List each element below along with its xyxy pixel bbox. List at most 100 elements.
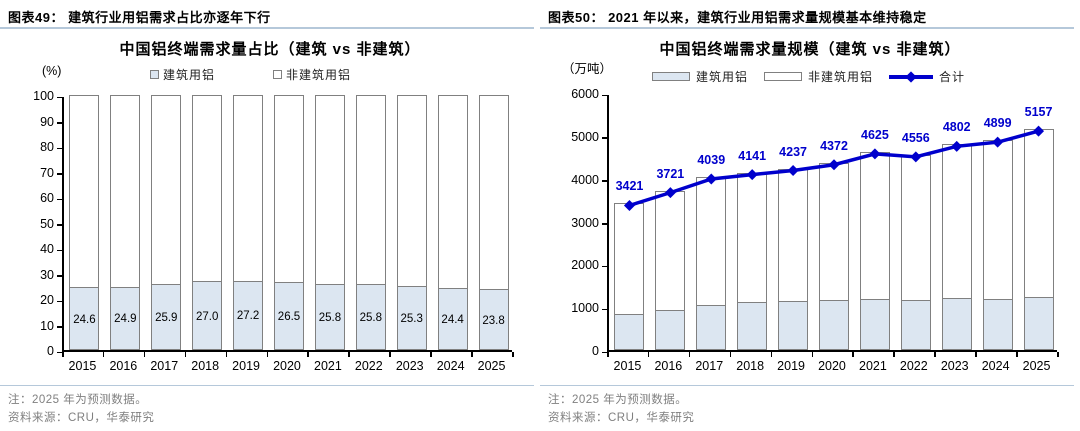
- y-tick-mark: [602, 308, 607, 311]
- bar-construction: [314, 284, 345, 350]
- x-axis-year-label: 2019: [777, 359, 805, 373]
- bar-value-label: 24.9: [114, 313, 137, 326]
- x-tick-mark: [729, 352, 732, 357]
- y-axis-unit-label: （万吨）: [562, 62, 613, 76]
- x-tick-mark: [266, 352, 269, 357]
- y-tick-label: 30: [40, 267, 54, 282]
- x-axis-year-label: 2020: [818, 359, 846, 373]
- y-tick-mark: [602, 94, 607, 96]
- x-axis-year-label: 2016: [654, 359, 683, 373]
- figure-50-chart-title: 中国铝终端需求量规模（建筑 vs 非建筑）: [659, 41, 961, 58]
- bar-construction: [859, 298, 890, 350]
- bar-construction: [437, 287, 468, 350]
- x-tick-mark: [307, 352, 309, 357]
- diamond-marker-icon: [910, 151, 922, 163]
- x-tick-mark: [688, 352, 691, 357]
- bar-construction: [192, 281, 223, 350]
- total-value-label: 4141: [738, 148, 767, 163]
- bar-construction: [396, 285, 427, 350]
- y-tick-label: 60: [40, 191, 54, 205]
- x-axis-year-label: 2021: [859, 359, 887, 373]
- diamond-marker-icon: [787, 165, 799, 177]
- figure-49-chart-title: 中国铝终端需求量占比（建筑 vs 非建筑）: [119, 41, 421, 58]
- diamond-marker-icon: [869, 148, 881, 160]
- y-tick-mark: [602, 223, 607, 225]
- x-axis-year-label: 2020: [273, 359, 301, 373]
- x-tick-mark: [811, 352, 814, 357]
- x-axis-year-label: 2023: [395, 359, 424, 373]
- total-value-label: 5157: [1024, 105, 1053, 120]
- y-tick-label: 10: [40, 318, 54, 333]
- figure-note: 注：2025 年为预测数据。: [548, 394, 688, 406]
- total-line-chart: [623, 125, 1045, 211]
- x-axis-year-label: 2017: [150, 359, 179, 373]
- x-axis-year-label: 2022: [354, 359, 383, 373]
- footer-divider: [540, 385, 1074, 386]
- bar-value-label: 27.0: [195, 310, 219, 323]
- figure-50-panel: 图表50： 2021 年以来，建筑行业用铝需求量规模基本维持稳定 中国铝终端需求…: [540, 0, 1080, 431]
- bar-construction: [614, 313, 645, 350]
- total-value-label: 4237: [779, 144, 807, 159]
- x-tick-mark: [471, 352, 473, 357]
- legend-item-non-construction: 非建筑用铝: [764, 68, 873, 85]
- y-tick-label: 0: [592, 344, 599, 358]
- x-axis-year-label: 2024: [436, 359, 465, 373]
- legend: 建筑用铝 非建筑用铝: [150, 66, 351, 83]
- x-tick-mark: [607, 352, 609, 357]
- legend-label: 非建筑用铝: [808, 70, 874, 84]
- bar-construction: [900, 299, 931, 350]
- diamond-marker-icon: [746, 169, 758, 181]
- figure-50-header: 图表50： 2021 年以来，建筑行业用铝需求量规模基本维持稳定: [540, 0, 1074, 29]
- x-tick-mark: [647, 352, 650, 357]
- x-axis-year-label: 2015: [68, 359, 97, 373]
- diamond-marker-icon: [951, 140, 963, 152]
- y-tick-mark: [57, 326, 62, 328]
- total-value-label: 4372: [820, 138, 848, 153]
- bar-construction: [233, 280, 264, 350]
- construction-swatch-icon: [652, 72, 690, 81]
- total-value-label: 3421: [615, 179, 644, 194]
- x-tick-mark: [852, 352, 854, 357]
- figure-note: 注：2025 年为预测数据。: [8, 394, 148, 406]
- total-value-label: 4039: [697, 152, 726, 167]
- x-tick-mark: [184, 352, 187, 357]
- bar-construction: [696, 305, 727, 350]
- bar-construction: [778, 300, 809, 350]
- bar-construction: [478, 289, 509, 350]
- y-tick-mark: [602, 180, 607, 182]
- bar-value-label: 25.9: [155, 311, 178, 324]
- stacked-bar-plot-area: 24.6 24.9 25.9 27.0 27.2 26.5 25.8 25.8 25.3 24.4…: [62, 95, 512, 352]
- y-tick-mark: [57, 275, 62, 277]
- y-tick-label: 20: [40, 293, 54, 307]
- legend-label: 合计: [939, 70, 966, 84]
- x-axis-year-label: 2023: [940, 359, 969, 373]
- bar-construction: [1023, 297, 1054, 350]
- diamond-marker-icon: [1033, 125, 1045, 137]
- y-tick-mark: [57, 147, 62, 149]
- x-axis-year-label: 2018: [736, 359, 765, 373]
- construction-swatch-icon: [150, 70, 159, 79]
- y-tick-label: 6000: [571, 87, 599, 101]
- y-tick-mark: [57, 249, 62, 251]
- legend-item-construction: 建筑用铝: [150, 66, 215, 83]
- y-tick-mark: [57, 351, 62, 353]
- x-tick-mark: [430, 352, 432, 357]
- y-tick-label: 3000: [571, 215, 599, 230]
- y-tick-mark: [602, 351, 607, 353]
- y-tick-label: 100: [33, 89, 54, 103]
- x-axis-year-label: 2022: [899, 359, 928, 373]
- total-value-label: 4556: [901, 130, 930, 145]
- y-tick-label: 2000: [571, 258, 599, 273]
- y-tick-label: 0: [47, 344, 54, 358]
- x-tick-mark: [975, 352, 977, 357]
- x-tick-mark: [389, 352, 391, 357]
- x-tick-mark: [1057, 352, 1059, 357]
- y-tick-mark: [57, 173, 62, 175]
- bar-line-plot-area: 3421 3721 4039 4141 4237 4372 4625 4556 4802 4899…: [607, 95, 1057, 352]
- bar-construction: [151, 283, 182, 350]
- x-axis-year-label: 2019: [232, 359, 260, 373]
- x-tick-mark: [62, 352, 64, 357]
- y-tick-label: 80: [40, 140, 54, 154]
- x-axis-year-label: 2016: [109, 359, 138, 373]
